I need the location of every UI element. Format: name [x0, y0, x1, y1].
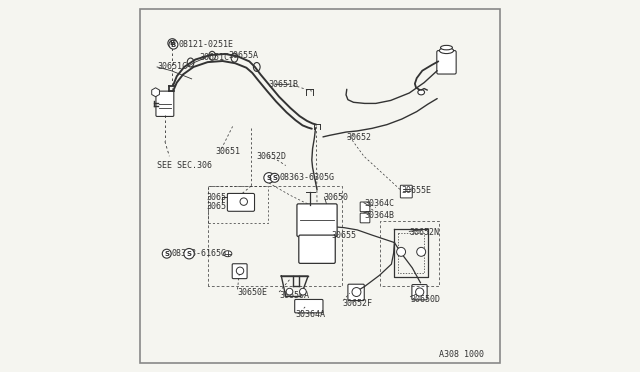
Text: 30652D: 30652D	[257, 153, 287, 161]
Circle shape	[236, 267, 244, 275]
Text: 30650: 30650	[324, 193, 349, 202]
Text: S: S	[266, 175, 271, 181]
Text: S: S	[272, 175, 277, 181]
Circle shape	[168, 39, 177, 48]
Text: 08363-6305G: 08363-6305G	[280, 173, 335, 182]
FancyBboxPatch shape	[412, 285, 427, 300]
FancyBboxPatch shape	[401, 185, 412, 198]
FancyBboxPatch shape	[156, 91, 174, 116]
Circle shape	[264, 173, 275, 183]
Text: 30652N: 30652N	[410, 228, 439, 237]
Circle shape	[270, 173, 279, 182]
Text: 30364A: 30364A	[296, 310, 326, 319]
Text: B: B	[171, 42, 176, 48]
Text: 08121-0251E: 08121-0251E	[179, 40, 234, 49]
Ellipse shape	[440, 48, 454, 54]
Text: 30364B: 30364B	[364, 211, 394, 220]
FancyBboxPatch shape	[360, 202, 370, 212]
Text: 30364C: 30364C	[364, 199, 394, 208]
FancyBboxPatch shape	[294, 299, 323, 313]
Text: 30650D: 30650D	[410, 295, 440, 304]
Text: 30652F: 30652F	[342, 299, 372, 308]
Polygon shape	[152, 88, 159, 97]
FancyBboxPatch shape	[297, 204, 337, 237]
Text: 30651C: 30651C	[157, 62, 187, 71]
FancyBboxPatch shape	[360, 213, 370, 223]
Circle shape	[417, 247, 426, 256]
Text: S: S	[164, 251, 169, 257]
Text: SEE SEC.306: SEE SEC.306	[157, 161, 212, 170]
Text: 30650E: 30650E	[237, 288, 268, 296]
Circle shape	[286, 288, 293, 295]
Circle shape	[169, 40, 178, 49]
Text: 08363-6165G: 08363-6165G	[172, 249, 227, 258]
Text: A308 1000: A308 1000	[439, 350, 484, 359]
Text: 30655E: 30655E	[402, 186, 432, 195]
Text: 30650A: 30650A	[279, 291, 309, 300]
FancyBboxPatch shape	[348, 284, 364, 301]
Text: 30651B: 30651B	[268, 80, 298, 89]
Text: 30655: 30655	[331, 231, 356, 240]
FancyBboxPatch shape	[437, 51, 456, 74]
FancyBboxPatch shape	[299, 235, 335, 263]
Ellipse shape	[418, 90, 424, 95]
Text: S: S	[186, 251, 191, 257]
Ellipse shape	[440, 45, 452, 50]
Ellipse shape	[223, 251, 232, 257]
Text: 30651: 30651	[216, 147, 241, 156]
Circle shape	[184, 248, 195, 259]
FancyBboxPatch shape	[227, 193, 255, 211]
Circle shape	[352, 288, 361, 296]
Circle shape	[240, 198, 248, 205]
Text: B: B	[170, 40, 175, 46]
Circle shape	[300, 288, 306, 295]
Circle shape	[163, 249, 172, 258]
Text: 30655A: 30655A	[229, 51, 259, 60]
Text: 30651B: 30651B	[207, 193, 237, 202]
Circle shape	[397, 247, 406, 256]
Text: 30652: 30652	[346, 133, 371, 142]
Text: 30651D: 30651D	[207, 202, 237, 211]
FancyBboxPatch shape	[232, 264, 247, 279]
Text: 30651C: 30651C	[199, 53, 229, 62]
Circle shape	[415, 288, 424, 296]
